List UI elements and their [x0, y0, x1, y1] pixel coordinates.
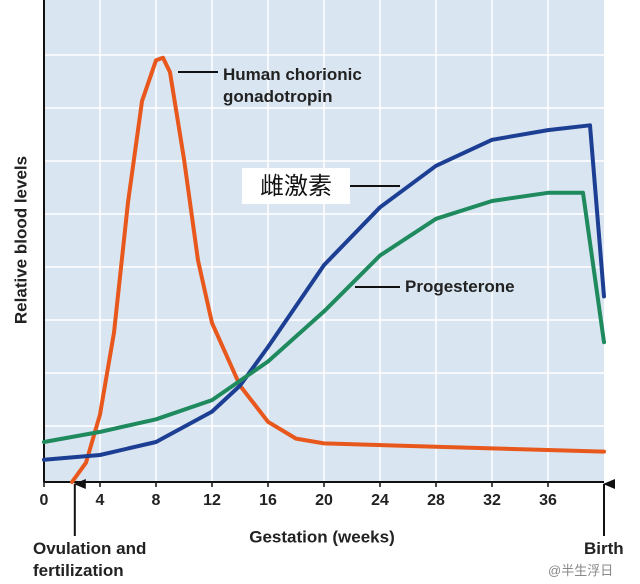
- series-line: [42, 190, 606, 444]
- x-tick-label: 16: [259, 492, 277, 509]
- x-tick-label: 36: [539, 492, 557, 509]
- x-tick-label: 24: [371, 492, 389, 509]
- x-tick-label: 8: [152, 492, 161, 509]
- x-tick-label: 32: [483, 492, 501, 509]
- y-axis-label: Relative blood levels: [11, 156, 30, 324]
- estrogen-label: 雌激素: [242, 168, 350, 204]
- ovulation-label: Ovulation and fertilization: [33, 539, 147, 580]
- hcg-label: Human chorionic gonadotropin: [223, 65, 362, 106]
- x-tick-label: 20: [315, 492, 333, 509]
- series-line: [70, 55, 606, 484]
- x-tick-label: 0: [40, 492, 49, 509]
- watermark: @半生浮日: [548, 563, 614, 578]
- birth-label: Birth: [584, 539, 624, 558]
- progesterone-label: Progesterone: [405, 277, 515, 296]
- x-tick-label: 12: [203, 492, 221, 509]
- x-axis-label: Gestation (weeks): [249, 527, 395, 546]
- series-line: [42, 123, 606, 462]
- x-tick-label: 28: [427, 492, 445, 509]
- x-tick-label: 4: [96, 492, 105, 509]
